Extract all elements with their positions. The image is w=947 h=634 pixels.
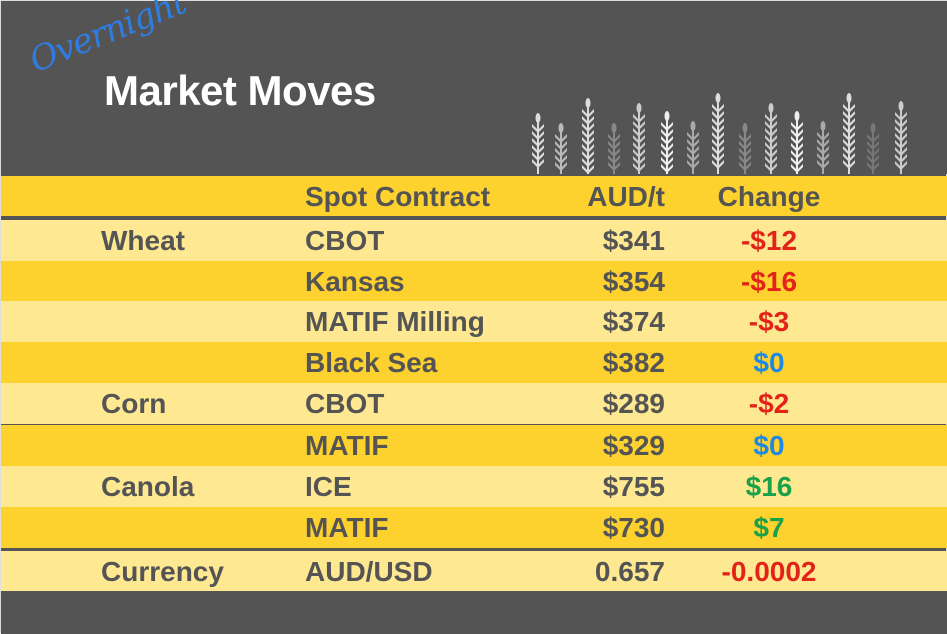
wheat-stalk [532, 113, 544, 174]
table-row: Currency AUD/USD 0.657 -0.0002 [1, 551, 947, 591]
wheat-stalk [739, 123, 751, 174]
wheat-stalk [791, 111, 803, 174]
change-cell: -$2 [748, 388, 790, 419]
change-cell: -$12 [740, 225, 798, 256]
wheat-stalk [843, 93, 855, 174]
col-change: Change [717, 181, 821, 212]
wheat-stalk [555, 123, 567, 174]
change-cell: $0 [753, 347, 785, 378]
wheat-stalk [867, 123, 879, 174]
contract-cell: MATIF Milling [305, 306, 485, 337]
price-cell: $289 [602, 388, 665, 419]
contract-cell: ICE [305, 471, 352, 502]
table-row: Black Sea $382 $0 [1, 342, 947, 383]
wheat-stalk [687, 121, 699, 174]
commodity-cell: Canola [101, 471, 195, 502]
contract-cell: AUD/USD [305, 556, 433, 587]
price-cell: $329 [602, 430, 665, 461]
wheat-stalk [765, 103, 777, 174]
table-row: Canola ICE $755 $16 [1, 466, 947, 507]
contract-cell: Kansas [305, 266, 405, 297]
table-row: Wheat CBOT $341 -$12 [1, 220, 947, 261]
table-row: MATIF $329 $0 [1, 425, 947, 466]
table-row: MATIF $730 $7 [1, 507, 947, 548]
price-cell: $374 [602, 306, 665, 337]
table-row: Kansas $354 -$16 [1, 261, 947, 302]
commodity-cell: Currency [101, 556, 224, 587]
price-cell: $354 [602, 266, 665, 297]
page-title: Market Moves [104, 67, 376, 114]
contract-cell: MATIF [305, 430, 389, 461]
table-row: MATIF Milling $374 -$3 [1, 301, 947, 342]
change-cell: $16 [745, 471, 793, 502]
table-row: Corn CBOT $289 -$2 [1, 383, 947, 424]
price-cell: $755 [602, 471, 665, 502]
contract-cell: CBOT [305, 388, 385, 419]
wheat-stalk [608, 123, 620, 174]
wheat-stalks-icon [532, 93, 907, 174]
wheat-stalk [817, 121, 829, 174]
change-cell: -$3 [748, 306, 790, 337]
price-cell: $341 [602, 225, 665, 256]
col-price: AUD/t [587, 181, 665, 212]
change-cell: -0.0002 [721, 556, 817, 587]
price-cell: $382 [602, 347, 665, 378]
price-cell: 0.657 [594, 556, 665, 587]
header-banner: Overnight Market Moves [1, 0, 947, 174]
commodity-cell: Wheat [101, 225, 185, 256]
wheat-stalk [712, 93, 724, 174]
col-contract: Spot Contract [305, 181, 491, 212]
wheat-stalk [895, 101, 907, 174]
change-cell: $7 [753, 512, 785, 543]
wheat-stalk [582, 98, 594, 174]
footer-bar [1, 591, 947, 634]
contract-cell: Black Sea [305, 347, 438, 378]
commodity-cell: Corn [101, 388, 167, 419]
contract-cell: MATIF [305, 512, 389, 543]
contract-cell: CBOT [305, 225, 385, 256]
wheat-stalk [633, 103, 645, 174]
change-cell: -$16 [740, 266, 798, 297]
table-header-row: Spot Contract AUD/t Change [1, 176, 947, 216]
wheat-stalk [661, 111, 673, 174]
price-cell: $730 [602, 512, 665, 543]
change-cell: $0 [753, 430, 785, 461]
